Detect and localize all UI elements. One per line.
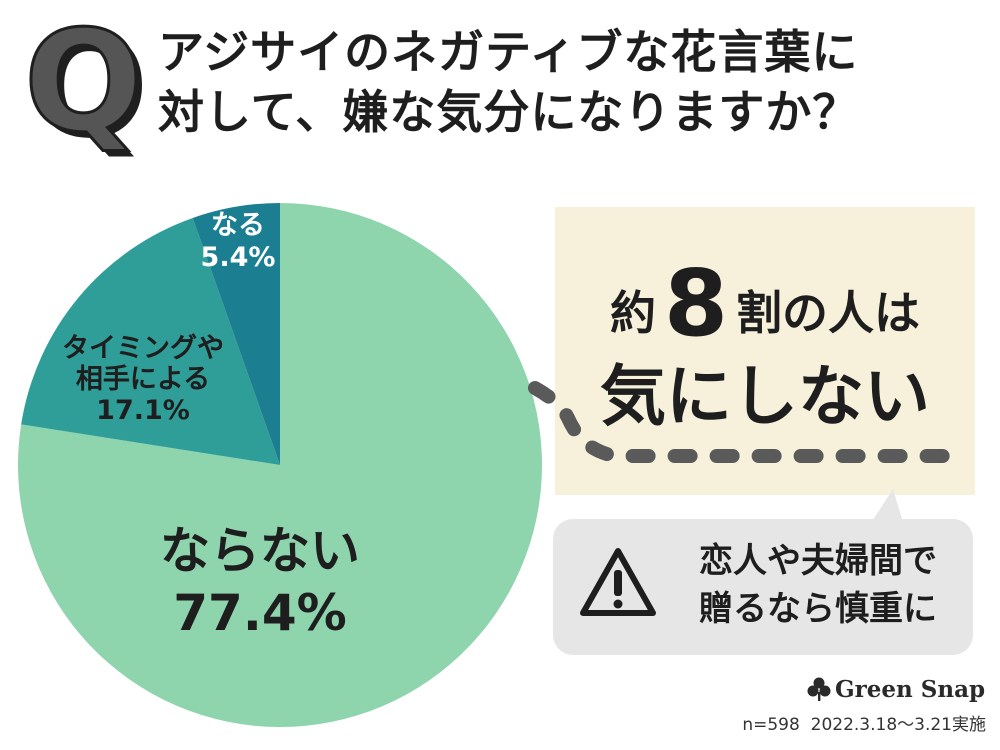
page-title: アジサイのネガティブな花言葉に 対して、嫌な気分になりますか？ (158, 22, 988, 142)
q-letter-logo: Q Q (23, 14, 150, 164)
warning-triangle-icon (580, 548, 656, 616)
callout-box: 約8 割の人は 気にしない (555, 207, 975, 495)
title-line-2: 対して、嫌な気分になりますか？ (158, 85, 860, 139)
slice-label-naranai-value: 77.4% (173, 584, 347, 642)
brand-name: Green Snap (835, 676, 986, 703)
brand-logo: Green Snap (806, 676, 991, 708)
warning-box: 恋人や夫婦間で 贈るなら慎重に (553, 489, 973, 655)
warning-line-2: 贈るなら慎重に (699, 589, 937, 629)
slice-label-depends-value: 17.1% (96, 395, 190, 426)
slice-label-naru-name: なる (211, 210, 265, 241)
slice-label-naranai: ならない 77.4% (130, 520, 390, 644)
footnote-period: 2022.3.18〜3.21実施 (810, 715, 986, 735)
q-letter-front: Q (24, 14, 143, 164)
pie-slices (17, 203, 542, 727)
slice-label-depends-name-2: 相手による (75, 364, 211, 395)
warning-bubble-tail (867, 489, 905, 529)
callout-prefix: 約 (609, 286, 656, 340)
callout-line-1: 約8 割の人は (555, 258, 975, 358)
slice-label-depends-name-1: タイミングや (62, 333, 224, 364)
clover-logo-icon (807, 677, 831, 701)
q-letter-shadow: Q (30, 14, 149, 164)
pie-slice-2 (192, 203, 280, 465)
warning-line-1: 恋人や夫婦間で (699, 541, 937, 581)
pie-slice-1 (21, 217, 281, 465)
survey-footnote: n=598 2022.3.18〜3.21実施 (742, 710, 986, 735)
slice-label-depends: タイミングや 相手による 17.1% (38, 333, 248, 426)
warning-text: 恋人や夫婦間で 贈るなら慎重に (673, 537, 963, 633)
title-line-1: アジサイのネガティブな花言葉に (158, 25, 859, 79)
callout-number: 8 (663, 250, 728, 357)
callout-suffix: 割の人は (736, 286, 920, 340)
slice-label-naru-value: 5.4% (200, 242, 276, 273)
slice-label-naranai-name: ならない (160, 522, 360, 580)
callout-line-2: 気にしない (600, 358, 930, 435)
slice-label-naru: なる 5.4% (188, 210, 288, 274)
pie-slice-0 (17, 203, 542, 727)
footnote-sample: n=598 (742, 715, 800, 735)
